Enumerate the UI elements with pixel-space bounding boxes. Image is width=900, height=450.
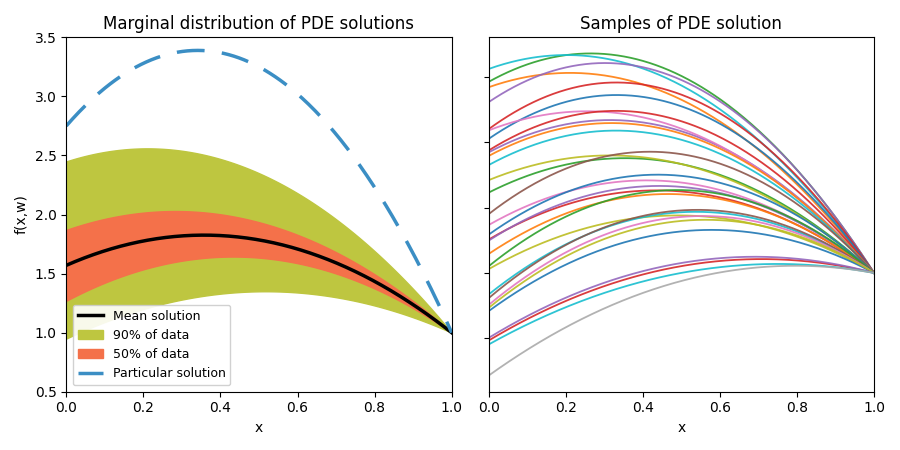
- X-axis label: x: x: [255, 421, 263, 435]
- Mean solution: [199, 233, 210, 238]
- Particular solution: [387, 214, 398, 219]
- Mean solution: [387, 289, 398, 294]
- Title: Samples of PDE solution: Samples of PDE solution: [580, 15, 782, 33]
- Mean solution: [292, 246, 302, 252]
- Particular solution: [193, 48, 203, 53]
- Particular solution: [291, 90, 302, 95]
- Mean solution: [62, 262, 73, 267]
- Mean solution: [61, 263, 72, 268]
- Particular solution: [411, 258, 422, 263]
- Mean solution: [298, 248, 309, 253]
- Particular solution: [298, 97, 309, 102]
- X-axis label: x: x: [677, 421, 686, 435]
- Line: Mean solution: Mean solution: [67, 235, 452, 333]
- Particular solution: [446, 330, 457, 335]
- Particular solution: [292, 91, 302, 96]
- Line: Particular solution: Particular solution: [67, 50, 452, 333]
- Legend: Mean solution, 90% of data, 50% of data, Particular solution: Mean solution, 90% of data, 50% of data,…: [73, 305, 230, 386]
- Mean solution: [411, 305, 422, 310]
- Title: Marginal distribution of PDE solutions: Marginal distribution of PDE solutions: [104, 15, 415, 33]
- Y-axis label: f(x,w): f(x,w): [15, 194, 29, 234]
- Mean solution: [291, 246, 302, 251]
- Particular solution: [62, 122, 73, 127]
- Particular solution: [61, 123, 72, 129]
- Mean solution: [446, 330, 457, 335]
